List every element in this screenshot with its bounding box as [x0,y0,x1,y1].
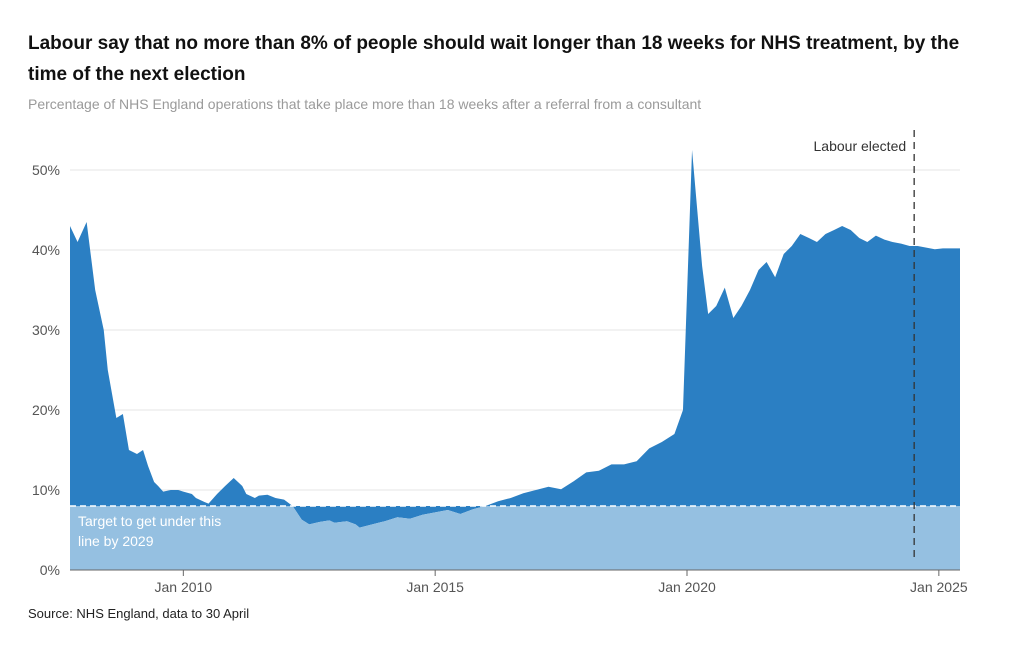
y-tick-label: 40% [32,242,60,258]
area-below-target [70,506,960,570]
target-label-line2: line by 2029 [78,533,154,549]
area-above-target [70,150,960,528]
labour-elected-label: Labour elected [814,138,907,154]
x-tick-label: Jan 2015 [406,579,464,595]
chart-subtitle: Percentage of NHS England operations tha… [28,96,702,112]
y-tick-label: 0% [40,562,60,578]
y-axis-ticks: 0% 10% 20% 30% 40% 50% [32,162,60,578]
x-tick-label: Jan 2020 [658,579,716,595]
y-tick-label: 30% [32,322,60,338]
x-tick-label: Jan 2010 [155,579,213,595]
x-tick-label: Jan 2025 [910,579,968,595]
y-tick-label: 20% [32,402,60,418]
target-label-line1: Target to get under this [78,513,221,529]
source-note: Source: NHS England, data to 30 April [28,606,250,621]
x-axis-ticks: Jan 2010 Jan 2015 Jan 2020 Jan 2025 [155,570,968,595]
chart-title: Labour say that no more than 8% of peopl… [28,33,960,85]
y-tick-label: 10% [32,482,60,498]
y-tick-label: 50% [32,162,60,178]
